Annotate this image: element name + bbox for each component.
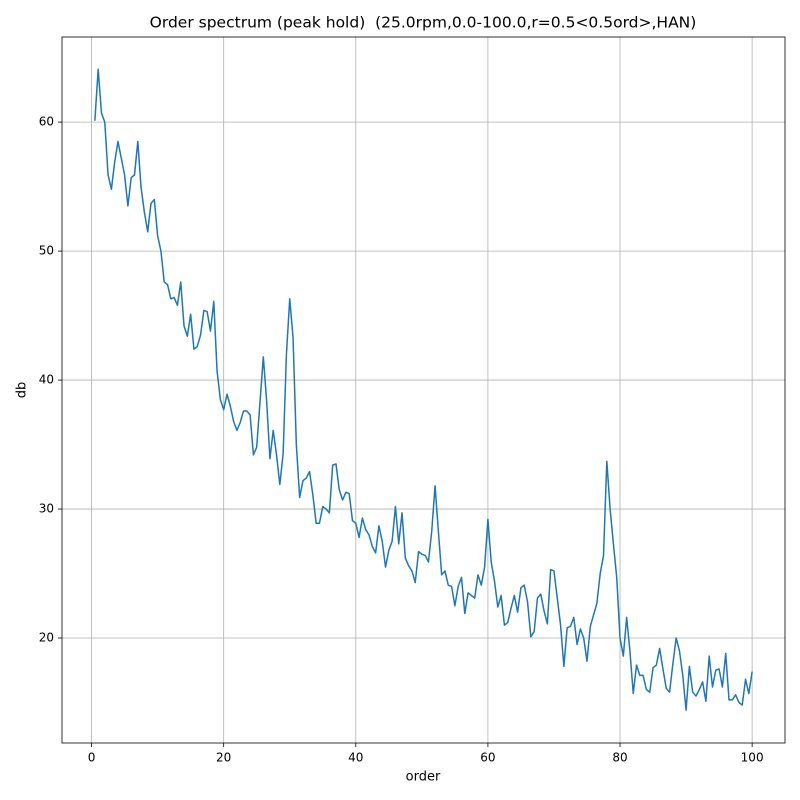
y-tick-label: 40 [39, 373, 54, 387]
x-tick-label: 80 [612, 751, 627, 765]
x-tick-label: 100 [741, 751, 764, 765]
plot-frame [61, 36, 786, 744]
chart-title: Order spectrum (peak hold) (25.0rpm,0.0-… [150, 14, 697, 32]
y-tick-label: 50 [39, 244, 54, 258]
x-tick-label: 0 [88, 751, 96, 765]
x-tick-label: 40 [348, 751, 363, 765]
y-axis-label: db [15, 382, 30, 399]
y-tick-label: 20 [39, 631, 54, 645]
x-axis-label: order [406, 770, 441, 785]
y-tick-label: 60 [39, 115, 54, 129]
data-line [94, 68, 753, 711]
x-tick-label: 60 [480, 751, 495, 765]
y-tick-label: 30 [39, 502, 54, 516]
x-tick-label: 20 [216, 751, 231, 765]
